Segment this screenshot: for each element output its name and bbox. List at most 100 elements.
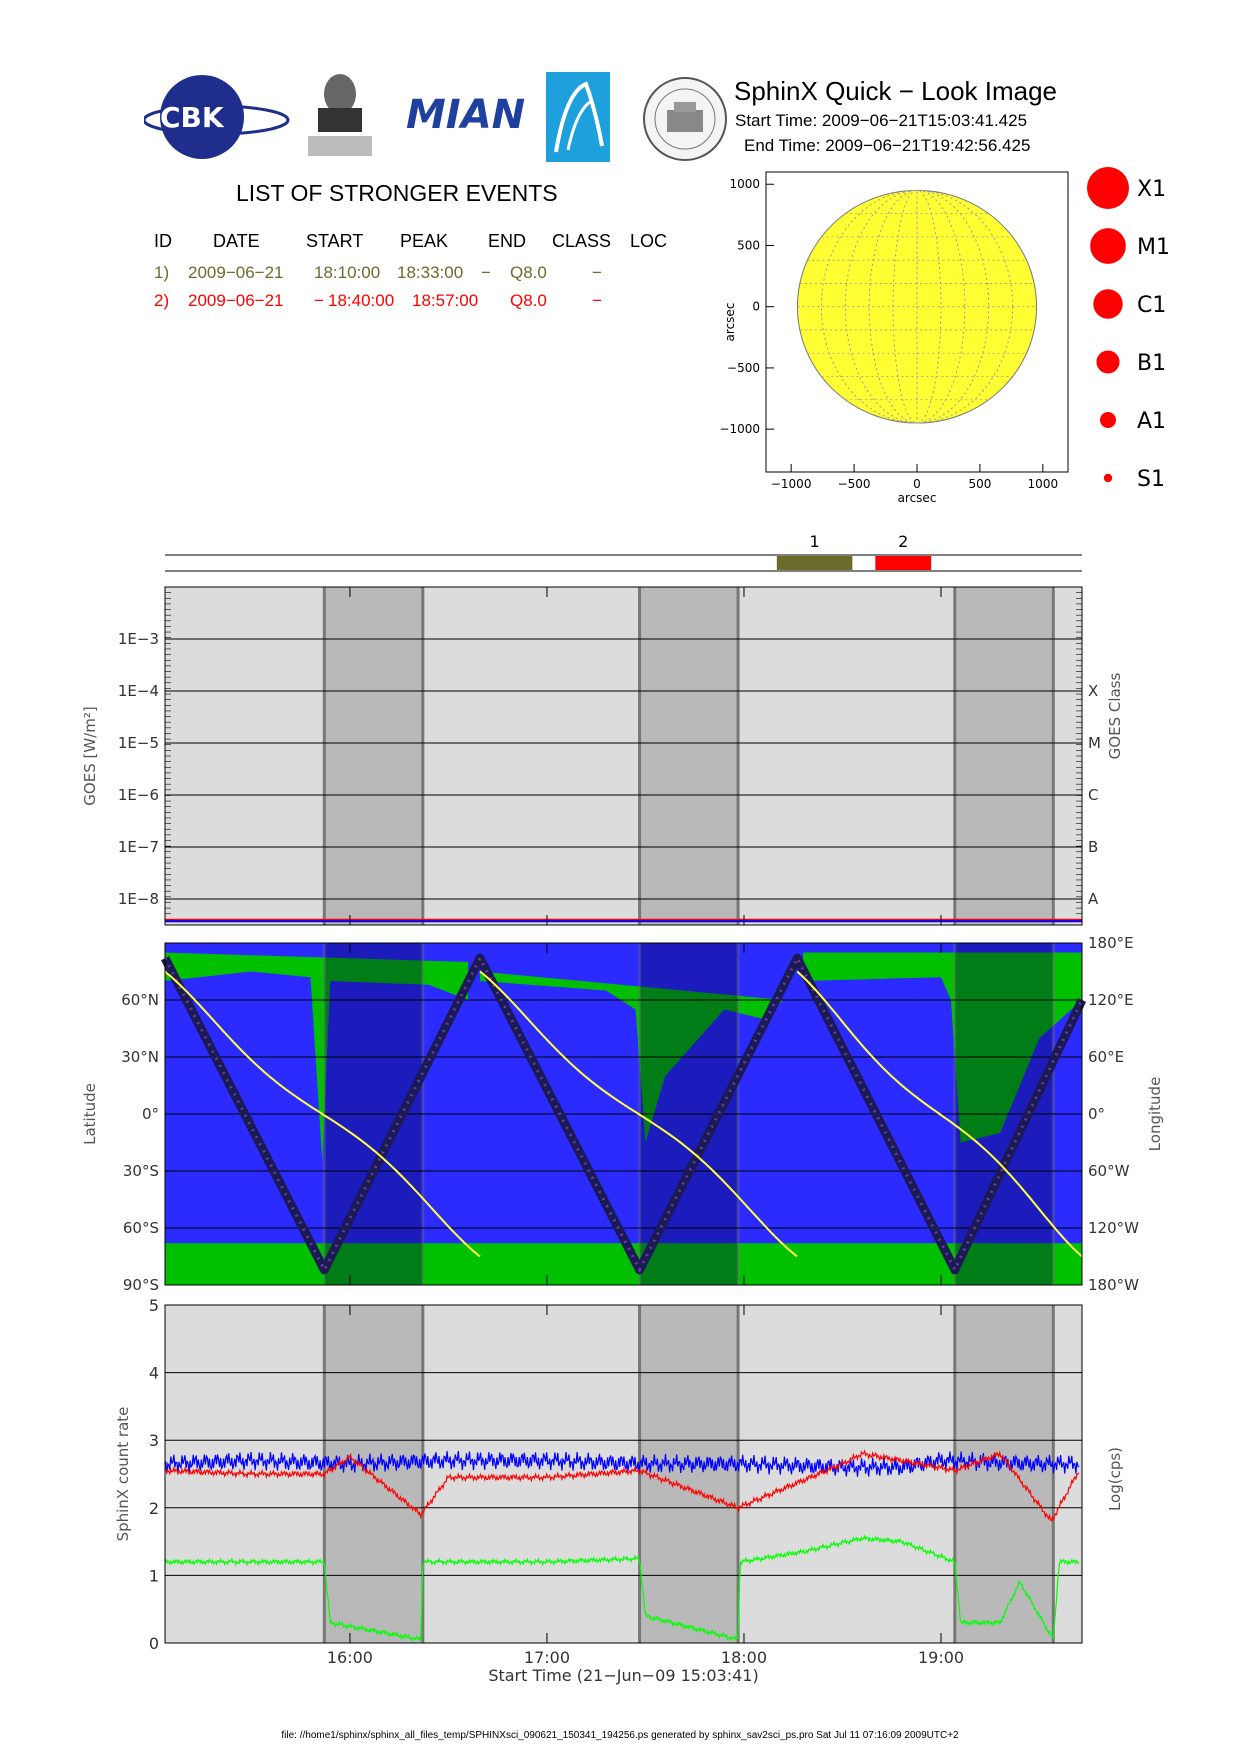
lon-tick-label: 0°	[1088, 1105, 1105, 1123]
lat-tick-label: 30°S	[123, 1162, 159, 1180]
class-label: X1	[1137, 177, 1166, 202]
disk-ytick-label: 0	[752, 300, 760, 314]
observatory-logo	[546, 72, 610, 162]
lat-tick-label: 60°S	[123, 1219, 159, 1237]
goes-class-label: B	[1088, 838, 1098, 856]
goes-ytick-label: 1E−6	[118, 786, 159, 804]
col-loc: LOC	[630, 231, 668, 251]
class-label: M1	[1137, 235, 1170, 260]
goes-ytick-label: 1E−3	[118, 630, 159, 648]
count-ytick-label: 5	[149, 1296, 159, 1315]
event-marker	[875, 556, 932, 570]
class-legend: X1 M1 C1 B1 A1 S1	[1087, 167, 1170, 492]
class-label: A1	[1137, 409, 1166, 434]
panel-background	[165, 1305, 1082, 1643]
count-series-line	[164, 1534, 1080, 1643]
class-label: C1	[1137, 293, 1166, 318]
events-title: LIST OF STRONGER EVENTS	[236, 180, 558, 206]
footer-file-info: file: //home1/sphinx/sphinx_all_files_te…	[281, 1730, 959, 1741]
time-tick-label: 16:00	[327, 1648, 373, 1667]
class-marker	[1103, 473, 1113, 483]
goes-class-label: A	[1088, 890, 1099, 908]
class-marker	[1093, 289, 1123, 319]
event-start: 18:10:00	[314, 263, 381, 282]
time-axis-label: Start Time (21−Jun−09 15:03:41)	[488, 1666, 758, 1685]
event-loc: −	[592, 263, 602, 282]
end-time: End Time: 2009−06−21T19:42:56.425	[744, 136, 1031, 155]
lon-tick-label: 180°W	[1088, 1276, 1139, 1294]
map-land	[480, 971, 784, 1143]
col-peak: PEAK	[400, 231, 449, 251]
count-ytick-label: 4	[149, 1364, 159, 1383]
lon-tick-label: 120°W	[1088, 1219, 1139, 1237]
goes-class-label: C	[1088, 786, 1098, 804]
lon-tick-label: 180°E	[1088, 934, 1134, 952]
solar-disk-panel: −1000 −500 0 500 1000 −1000 −500 0 500 1000 arcsec…	[719, 171, 1069, 505]
event-id: 2)	[154, 291, 170, 310]
goes-class-label: X	[1088, 682, 1098, 700]
class-label: S1	[1137, 467, 1165, 492]
goes-ytick-label: 1E−7	[118, 838, 159, 856]
class-marker	[1096, 350, 1120, 374]
col-start: START	[306, 231, 364, 251]
eclipse-band	[324, 587, 423, 925]
count-ytick-label: 0	[149, 1634, 159, 1653]
count-series-line	[164, 1449, 1080, 1522]
event-end: −	[481, 263, 491, 282]
start-time: Start Time: 2009−06−21T15:03:41.425	[735, 111, 1028, 130]
disk-xlabel: arcsec	[898, 491, 937, 505]
disk-meridian	[892, 189, 942, 424]
goes-ylabel-right: GOES Class	[1106, 672, 1124, 759]
event-start: −	[314, 291, 324, 310]
event-date: 2009−06−21	[188, 291, 284, 310]
disk-xtick-label: −1000	[771, 477, 812, 491]
disk-ytick-label: 1000	[729, 177, 760, 191]
svg-text:CBK: CBK	[160, 101, 225, 134]
panel-frame	[164, 1304, 1083, 1644]
lat-tick-label: 60°N	[121, 991, 159, 1009]
class-label: B1	[1137, 351, 1166, 376]
orbit-curve	[479, 970, 798, 1258]
panel-background	[165, 587, 1082, 925]
count-ylabel-right: Log(cps)	[1106, 1447, 1124, 1511]
orbit-curve	[164, 970, 481, 1258]
lon-tick-label: 60°W	[1088, 1162, 1130, 1180]
eclipse-band	[954, 1305, 1054, 1643]
event-date: 2009−06−21	[188, 263, 284, 282]
lat-tick-label: 0°	[142, 1105, 159, 1123]
event-marker-label: 2	[898, 532, 908, 551]
orbit-curve	[796, 970, 1083, 1258]
observatory-seal-logo	[643, 77, 727, 161]
event-end: 18:57:00	[412, 291, 479, 310]
goes-class-label: M	[1088, 734, 1101, 752]
mian-logo: MIAN	[406, 92, 525, 138]
map-ylabel-right: Longitude	[1146, 1077, 1164, 1152]
svg-text:MIAN: MIAN	[406, 92, 525, 138]
event-class: Q8.0	[510, 291, 547, 310]
lat-tick-label: 90°S	[123, 1276, 159, 1294]
map-ylabel: Latitude	[81, 1083, 99, 1145]
col-end: END	[488, 231, 527, 251]
disk-meridian	[868, 189, 966, 424]
disk-ytick-label: −1000	[719, 422, 760, 436]
goes-ylabel: GOES [W/m²]	[81, 706, 99, 805]
event-marker	[776, 556, 853, 570]
class-marker	[1100, 412, 1116, 428]
count-ytick-label: 3	[149, 1431, 159, 1450]
goes-ytick-label: 1E−4	[118, 682, 159, 700]
count-ylabel: SphinX count rate	[114, 1407, 132, 1542]
panel-frame	[164, 942, 1083, 1286]
disk-xtick-label: 1000	[1028, 477, 1059, 491]
cbk-pan-logo: CBK	[144, 75, 290, 159]
col-date: DATE	[213, 231, 260, 251]
lat-tick-label: 30°N	[121, 1048, 159, 1066]
class-marker	[1087, 167, 1129, 209]
goes-ytick-label: 1E−5	[118, 734, 159, 752]
eclipse-band	[954, 587, 1054, 925]
col-id: ID	[154, 231, 172, 251]
disk-ytick-label: −500	[727, 361, 760, 375]
event-marker-label: 1	[809, 532, 819, 551]
event-peak: 18:33:00	[397, 263, 464, 282]
